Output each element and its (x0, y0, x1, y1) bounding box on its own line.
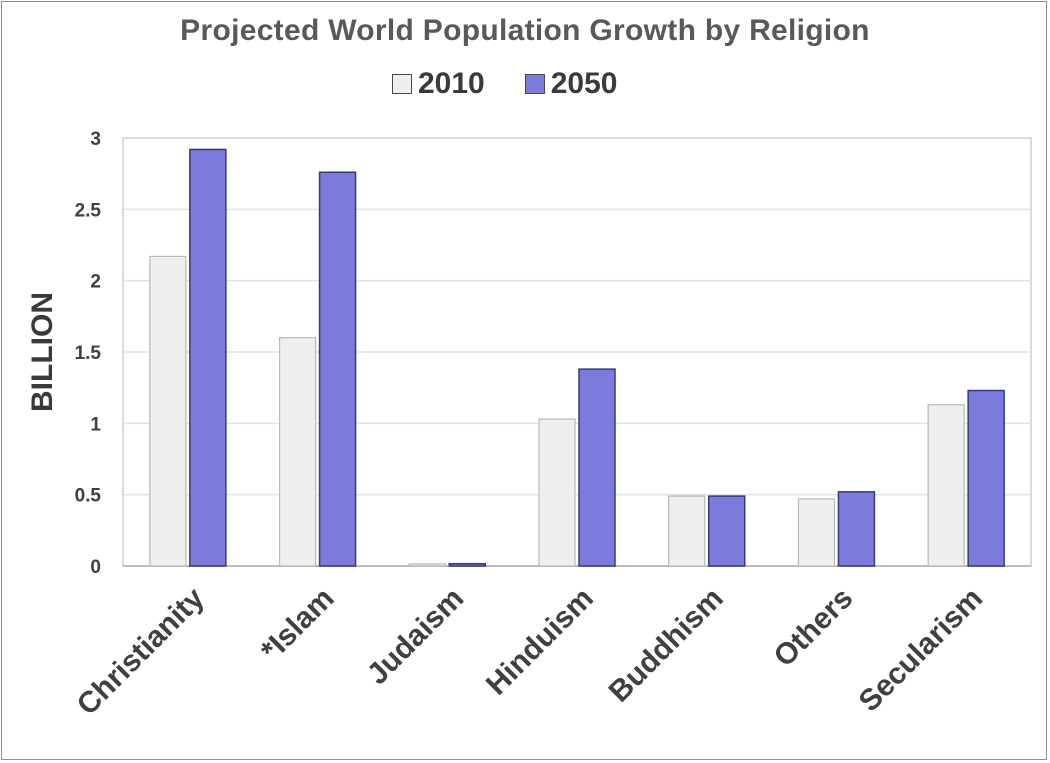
x-tick-label: Others (768, 582, 860, 674)
y-tick-label: 2.5 (75, 200, 102, 221)
x-tick-label: Hinduism (480, 582, 600, 702)
x-tick-label: *Islam (255, 582, 341, 668)
bar-2050-4 (707, 495, 746, 567)
bar-2010-1 (278, 337, 317, 567)
bar-2010-0 (149, 255, 187, 567)
y-tick-label: 1 (90, 414, 101, 435)
x-tick-label: Christianity (71, 581, 211, 721)
bar-2050-1 (318, 171, 357, 567)
bar-2050-5 (837, 491, 876, 567)
y-tick-label: 2 (90, 272, 101, 293)
bar-2050-3 (578, 368, 616, 567)
y-tick-label: 3 (90, 129, 101, 150)
legend-label-2050: 2050 (550, 67, 618, 100)
bar-2050-2 (448, 562, 487, 567)
x-tick-label: Buddhism (603, 582, 730, 709)
bar-2010-6 (927, 404, 965, 567)
legend-label-2010: 2010 (418, 67, 485, 100)
bar-2010-5 (797, 498, 836, 567)
legend-item-2010: 2010 (392, 67, 485, 101)
x-tick-label: Judaism (361, 582, 470, 691)
legend-swatch-2010 (392, 74, 412, 94)
chart-title: Projected World Population Growth by Rel… (180, 14, 870, 47)
legend-item-2050: 2050 (524, 67, 618, 101)
bar-2010-3 (538, 418, 576, 567)
y-tick-label: 0 (90, 557, 101, 578)
y-tick-label: 0.5 (75, 486, 102, 507)
legend-swatch-2050 (524, 74, 545, 94)
x-tick-label: Secularism (853, 582, 990, 719)
bar-2050-0 (189, 148, 227, 567)
bar-2050-6 (967, 389, 1005, 567)
y-tick-label: 1.5 (75, 343, 102, 364)
chart-legend: 2010 2050 (392, 66, 658, 102)
bar-2010-4 (668, 495, 706, 567)
y-axis-title: BILLION (26, 292, 59, 412)
bar-2010-2 (408, 563, 446, 567)
